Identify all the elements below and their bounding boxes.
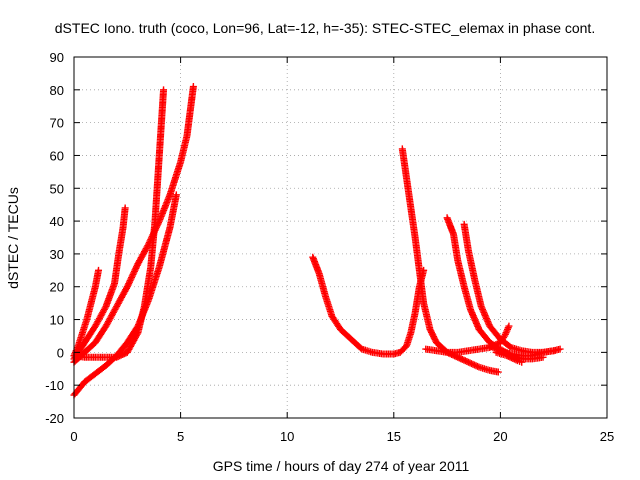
data-point — [505, 322, 513, 330]
data-series — [70, 204, 129, 363]
data-point — [472, 362, 480, 370]
data-point — [121, 204, 129, 212]
data-series — [70, 83, 197, 366]
data-point — [490, 344, 498, 352]
data-series — [70, 191, 180, 399]
data-series — [398, 145, 502, 376]
data-point — [550, 347, 558, 355]
data-point — [509, 354, 517, 362]
x-tick-label: 15 — [387, 429, 401, 444]
data-point — [131, 266, 139, 274]
data-series — [309, 253, 428, 358]
plot-frame — [73, 56, 608, 419]
x-tick-label: 0 — [70, 429, 77, 444]
data-points — [70, 83, 564, 399]
data-point — [95, 266, 103, 274]
data-point — [189, 83, 197, 91]
data-point — [133, 261, 141, 269]
y-tick-label: -10 — [45, 378, 64, 393]
data-point — [487, 343, 495, 351]
data-point — [126, 277, 134, 285]
y-tick-label: 10 — [50, 313, 64, 328]
data-point — [455, 354, 463, 362]
data-point — [486, 342, 494, 350]
y-tick-label: 50 — [50, 181, 64, 196]
x-tick-label: 10 — [280, 429, 294, 444]
data-point — [129, 270, 137, 278]
data-point — [124, 281, 132, 289]
data-point — [474, 362, 482, 370]
y-tick-label: 80 — [50, 83, 64, 98]
data-point — [512, 356, 520, 364]
data-point — [464, 358, 472, 366]
data-point — [469, 360, 477, 368]
data-point — [494, 368, 502, 376]
data-series — [492, 348, 526, 366]
data-point — [133, 263, 141, 271]
data-point — [463, 358, 471, 366]
data-point — [504, 352, 512, 360]
y-tick-label: 0 — [57, 345, 64, 360]
data-series — [460, 220, 564, 356]
data-point — [466, 359, 474, 367]
data-point — [123, 283, 131, 291]
data-point — [132, 264, 140, 272]
y-tick-label: 90 — [50, 50, 64, 65]
y-tick-label: 30 — [50, 247, 64, 262]
data-point — [489, 343, 497, 351]
data-point — [460, 356, 468, 364]
y-tick-label: 60 — [50, 148, 64, 163]
data-point — [510, 355, 518, 363]
x-tick-label: 25 — [600, 429, 614, 444]
data-point — [506, 353, 514, 361]
data-point — [128, 272, 136, 280]
data-series — [443, 214, 547, 363]
data-point — [506, 342, 514, 350]
data-point — [172, 191, 180, 199]
data-point — [467, 360, 475, 368]
data-point — [122, 284, 130, 292]
data-point — [125, 278, 133, 286]
data-point — [461, 357, 469, 365]
data-point — [128, 274, 136, 282]
data-point — [507, 354, 515, 362]
y-tick-label: 20 — [50, 280, 64, 295]
data-point — [457, 355, 465, 363]
y-tick-label: -20 — [45, 411, 64, 426]
data-point — [160, 86, 168, 94]
data-point — [120, 350, 128, 358]
data-point — [130, 269, 138, 277]
data-point — [471, 361, 479, 369]
data-series — [422, 322, 513, 356]
x-tick-label: 5 — [177, 429, 184, 444]
data-series — [486, 342, 558, 360]
data-point — [518, 358, 526, 366]
x-tick-label: 20 — [493, 429, 507, 444]
data-point — [101, 304, 109, 312]
data-point — [130, 267, 138, 275]
data-point — [556, 345, 564, 353]
y-tick-label: 40 — [50, 214, 64, 229]
chart-title: dSTEC Iono. truth (coco, Lon=96, Lat=-12… — [55, 20, 595, 36]
x-axis-label: GPS time / hours of day 274 of year 2011 — [213, 458, 470, 474]
data-point — [127, 275, 135, 283]
y-tick-label: 70 — [50, 116, 64, 131]
x-axis-ticks: 0 5 10 15 20 25 — [70, 57, 614, 444]
y-axis-ticks: -20 -10 0 10 20 30 40 50 60 70 80 90 — [45, 50, 607, 426]
data-point — [125, 280, 133, 288]
data-point — [458, 355, 466, 363]
y-axis-label: dSTEC / TECUs — [5, 187, 21, 289]
data-series — [70, 86, 168, 361]
data-point — [503, 352, 511, 360]
